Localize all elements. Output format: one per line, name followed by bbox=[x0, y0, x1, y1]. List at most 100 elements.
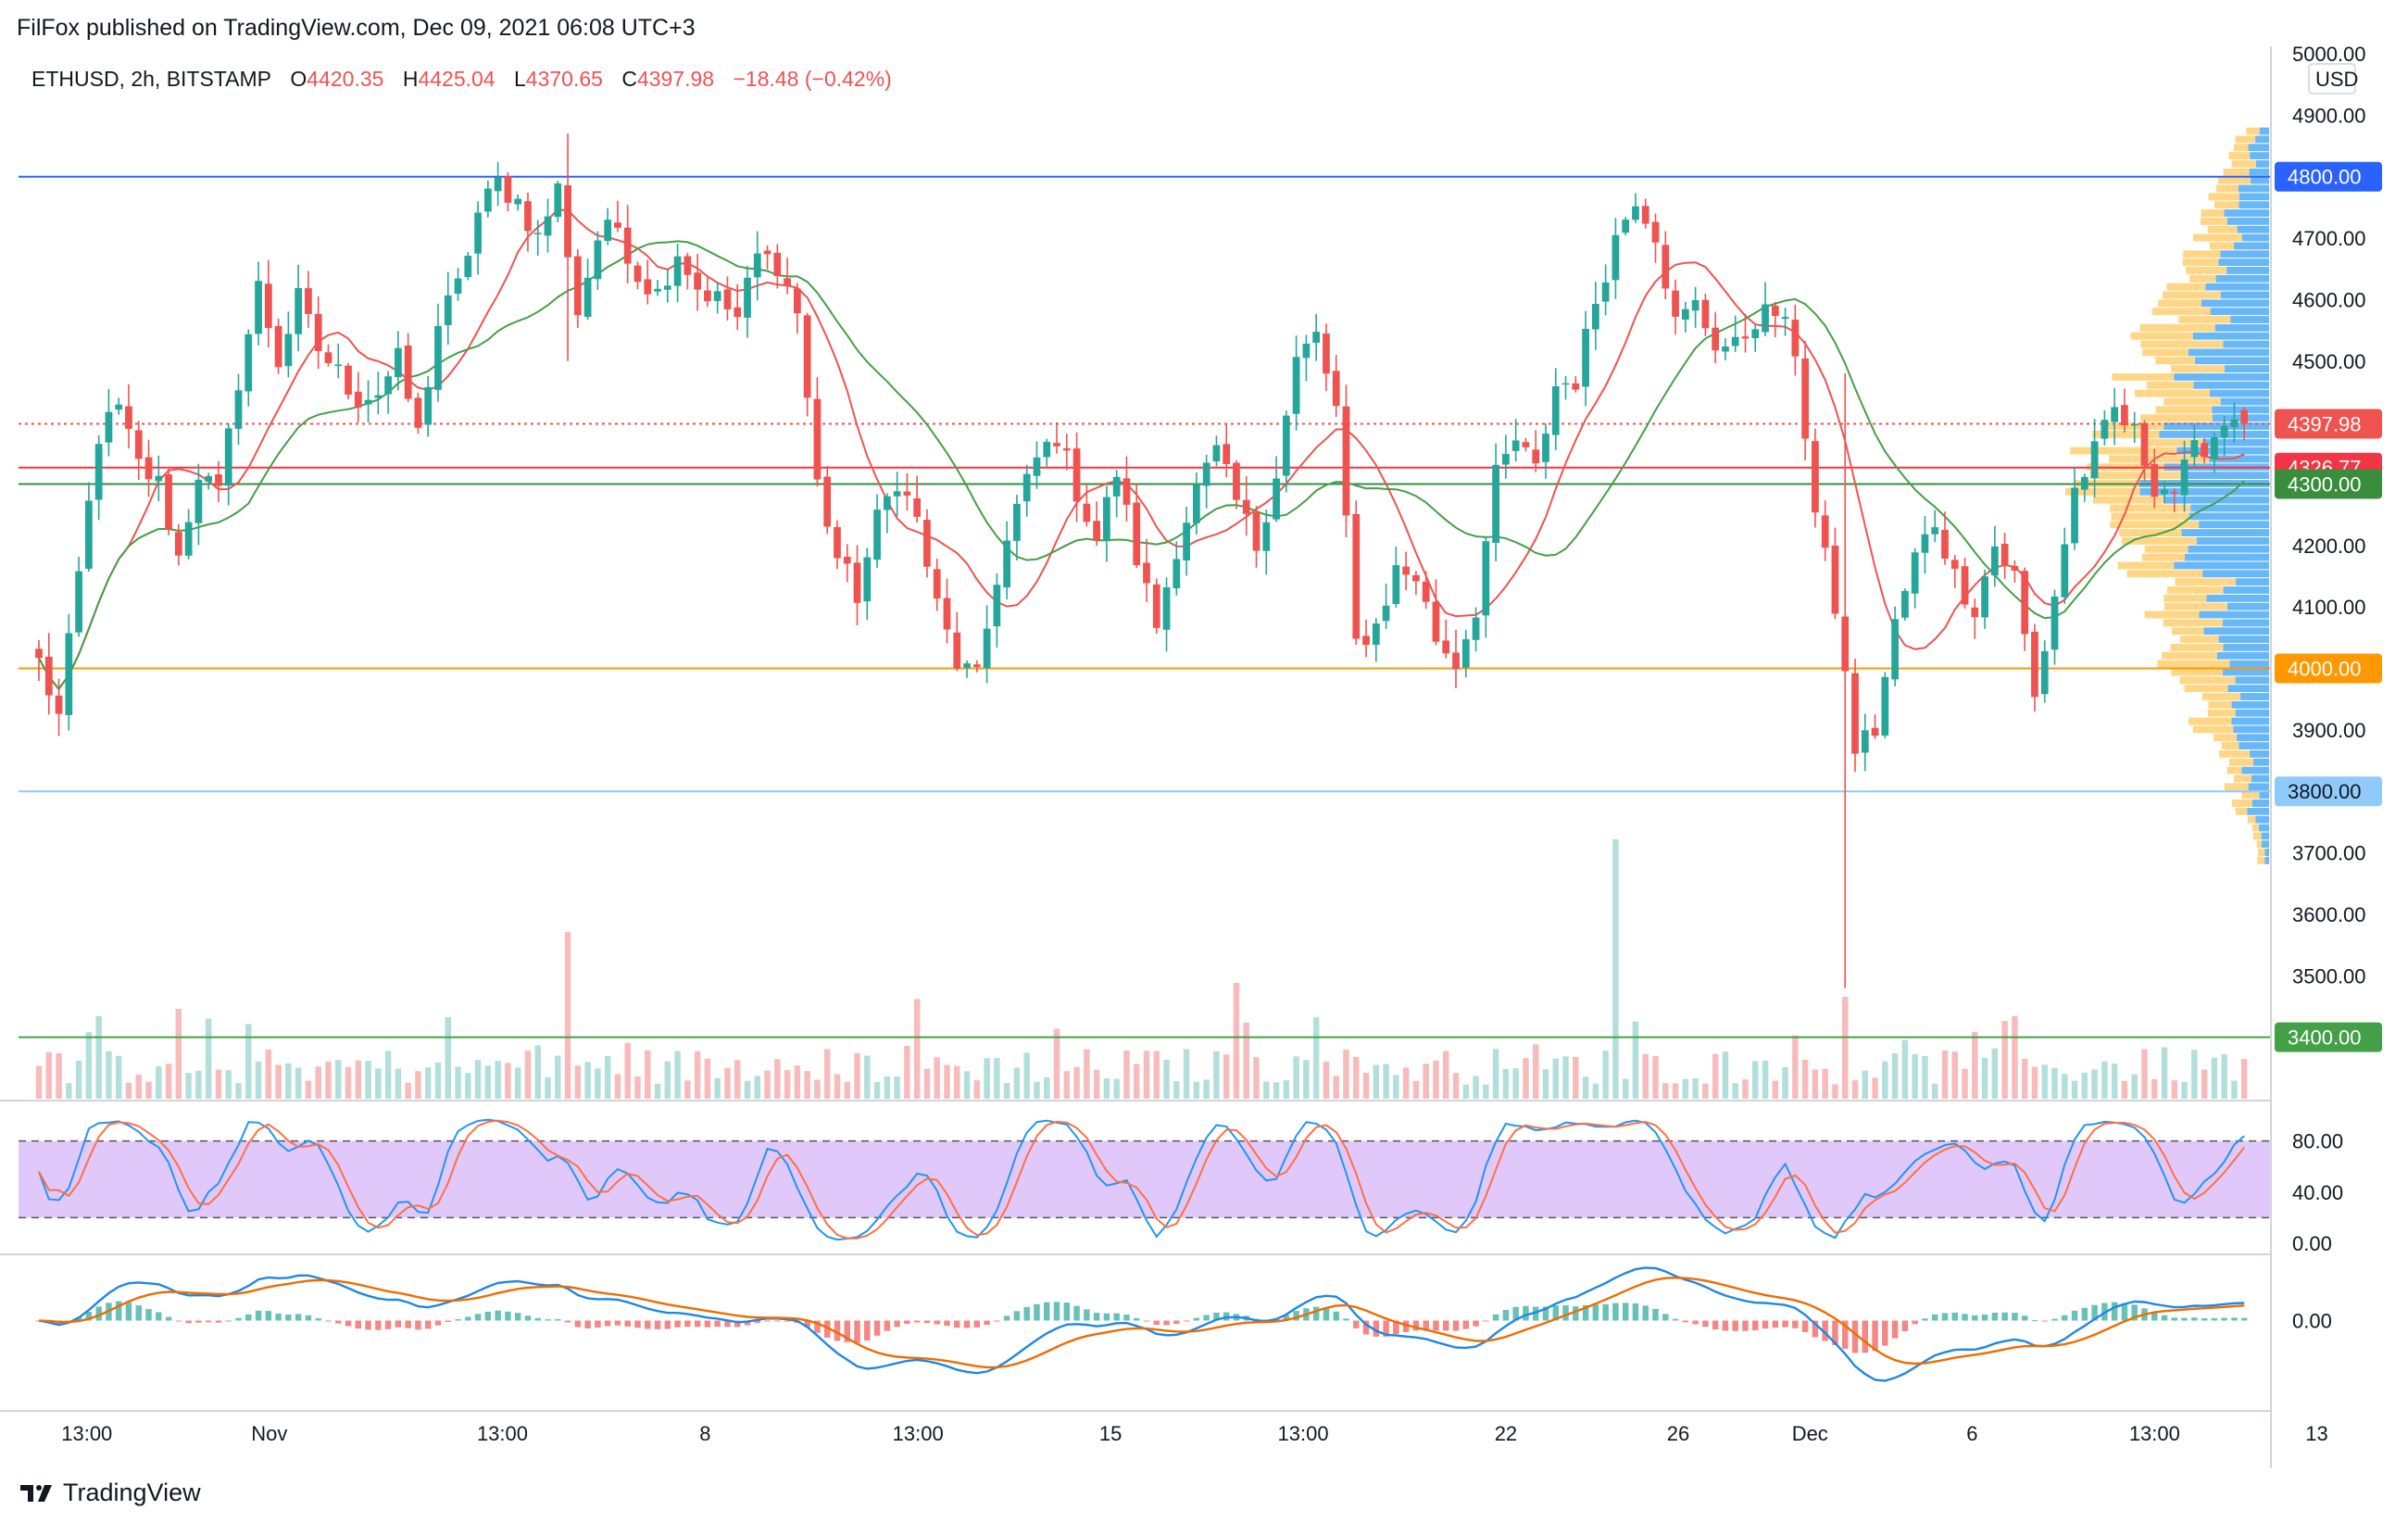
macd-histogram-bar bbox=[1293, 1310, 1299, 1321]
volume-profile-row bbox=[2239, 742, 2269, 749]
volume-bar bbox=[1243, 1022, 1249, 1099]
macd-histogram-bar bbox=[2181, 1317, 2188, 1321]
macd-histogram-bar bbox=[814, 1320, 821, 1333]
volume-bar bbox=[85, 1032, 93, 1099]
candle-body bbox=[314, 313, 322, 351]
candle bbox=[334, 344, 343, 379]
candle bbox=[115, 397, 123, 415]
macd-histogram-bar bbox=[1034, 1303, 1040, 1321]
macd-histogram-bar bbox=[534, 1317, 541, 1321]
volume-profile-row bbox=[2207, 225, 2238, 233]
candle bbox=[205, 472, 213, 490]
volume-bar bbox=[56, 1052, 62, 1099]
macd-histogram-bar bbox=[545, 1319, 551, 1321]
volume-bar bbox=[1183, 1049, 1190, 1099]
candle bbox=[893, 472, 901, 517]
candle bbox=[823, 466, 832, 535]
price-axis[interactable]: 5000.004900.004800.004700.004600.004500.… bbox=[2292, 43, 2366, 1333]
candle-body bbox=[264, 283, 272, 328]
volume-profile-row bbox=[2163, 602, 2227, 610]
volume-profile-row bbox=[2230, 316, 2269, 323]
volume-bar bbox=[315, 1066, 321, 1099]
volume-profile-row bbox=[2224, 783, 2249, 791]
candle bbox=[314, 296, 322, 370]
candle-body bbox=[1312, 332, 1321, 344]
time-axis[interactable]: 13:00 Nov 13:00 8 13:00 15 13:00 22 26 Dec 6 13:00 1… bbox=[61, 1422, 2327, 1445]
high-label: H bbox=[402, 67, 419, 91]
candle bbox=[354, 371, 362, 423]
volume-profile-row bbox=[2190, 504, 2269, 512]
volume-bar bbox=[694, 1051, 701, 1099]
volume-bar bbox=[973, 1080, 981, 1099]
macd-histogram-bar bbox=[285, 1314, 292, 1321]
volume-profile-row bbox=[2241, 791, 2260, 799]
macd-histogram-bar bbox=[1013, 1311, 1021, 1321]
macd-histogram-bar bbox=[2031, 1320, 2038, 1322]
volume-profile-row bbox=[2170, 643, 2224, 651]
macd-histogram-bar bbox=[1991, 1312, 1999, 1321]
stochastic-band-layer bbox=[19, 1139, 2271, 1219]
volume-profile-row bbox=[2250, 750, 2269, 758]
volume-bar bbox=[1981, 1057, 1988, 1099]
candle bbox=[75, 556, 82, 637]
volume-profile-row bbox=[2183, 250, 2221, 258]
candle-body bbox=[1821, 515, 1829, 548]
volume-bar bbox=[2171, 1080, 2178, 1099]
volume-bar bbox=[923, 1068, 931, 1099]
volume-profile-row bbox=[2192, 725, 2234, 734]
volume-bar bbox=[1702, 1083, 1709, 1099]
volume-profile-row bbox=[2163, 422, 2269, 430]
candle bbox=[573, 248, 582, 329]
candle bbox=[564, 133, 571, 361]
candle-body bbox=[753, 253, 761, 278]
candle-body bbox=[1891, 619, 1899, 680]
candle bbox=[913, 475, 922, 523]
symbol-name[interactable]: ETHUSD, 2h, BITSTAMP bbox=[31, 67, 272, 91]
volume-profile-row bbox=[2261, 832, 2269, 840]
candle bbox=[1691, 286, 1699, 328]
macd-histogram-bar bbox=[595, 1320, 601, 1328]
candle-body bbox=[305, 288, 312, 314]
candle-body bbox=[395, 347, 402, 378]
macd-histogram-bar bbox=[2231, 1317, 2238, 1321]
volume-profile-row bbox=[2214, 734, 2238, 742]
candle-body bbox=[843, 557, 851, 564]
candle-body bbox=[1282, 415, 1290, 476]
candle-body bbox=[84, 500, 93, 569]
volume-bar bbox=[1901, 1039, 1909, 1099]
candle-body bbox=[2111, 407, 2119, 422]
candle-body bbox=[1112, 476, 1121, 497]
candle bbox=[1641, 198, 1649, 229]
macd-histogram-bar bbox=[85, 1312, 93, 1321]
candle-body bbox=[704, 290, 711, 302]
stochastic-k-line bbox=[38, 1118, 2245, 1241]
volume-profile-row bbox=[2151, 308, 2211, 316]
volume-profile-row bbox=[2259, 824, 2269, 832]
candle bbox=[773, 244, 782, 289]
volume-profile-row bbox=[2161, 651, 2217, 660]
macd-histogram-bar bbox=[1433, 1320, 1439, 1331]
macd-histogram-bar bbox=[524, 1315, 532, 1321]
volume-bar bbox=[1063, 1071, 1071, 1099]
macd-histogram-bar bbox=[1901, 1320, 1909, 1331]
candle bbox=[1402, 551, 1411, 591]
volume-profile-row bbox=[2255, 160, 2269, 168]
macd-histogram-bar bbox=[1283, 1315, 1290, 1321]
volume-bar bbox=[595, 1068, 601, 1099]
macd-histogram-bar bbox=[2051, 1318, 2058, 1321]
macd-histogram-bar bbox=[1922, 1318, 1928, 1321]
macd-histogram-bar bbox=[384, 1320, 392, 1329]
volume-profile-row bbox=[2231, 700, 2269, 709]
volume-profile-row bbox=[2206, 594, 2269, 602]
volume-bar bbox=[754, 1076, 761, 1099]
macd-histogram-bar bbox=[465, 1316, 471, 1321]
candle bbox=[1043, 438, 1051, 467]
volume-bar bbox=[1473, 1076, 1479, 1099]
symbol-legend: ETHUSD, 2h, BITSTAMP O4420.35 H4425.04 L… bbox=[31, 67, 892, 92]
volume-bar bbox=[834, 1074, 841, 1099]
volume-bar bbox=[1592, 1083, 1599, 1099]
macd-histogram-bar bbox=[75, 1316, 82, 1321]
time-tick-label: 22 bbox=[1495, 1422, 1517, 1445]
volume-profile-row bbox=[2231, 160, 2256, 168]
